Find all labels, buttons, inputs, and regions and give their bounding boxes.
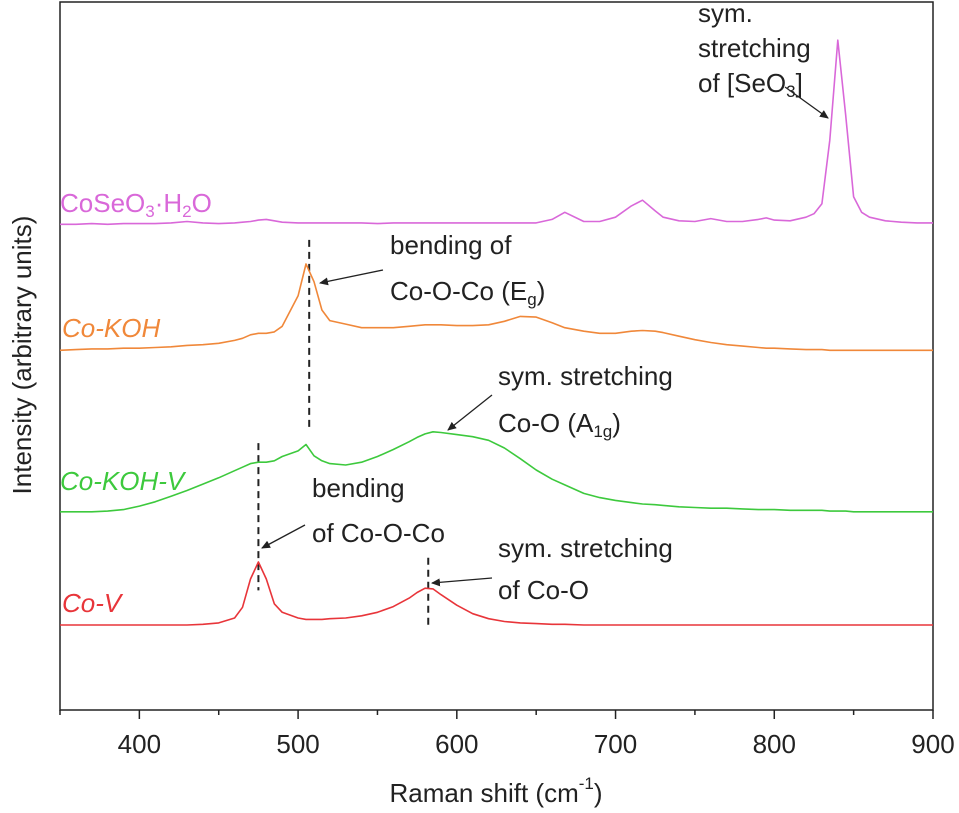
annotation-arrow [447,394,493,431]
text-part: ·H [155,188,182,218]
text-part: Co-KOH-V [60,466,187,496]
annotation-text: bending [312,473,405,503]
x-tick-label: 500 [276,729,319,759]
series-line [60,561,933,626]
annotation-text: sym. stretching [498,361,673,391]
text-part: 3 [145,202,154,221]
x-tick-label: 900 [911,729,954,759]
annotation-text: of [SeO3] [698,68,803,102]
text-part: sym. [698,0,753,28]
x-tick-label: 400 [118,729,161,759]
annotation-arrow [319,269,384,286]
text-part: stretching [698,33,811,63]
annotation-arrow [261,524,306,549]
annotation-text: sym. stretching [498,533,673,563]
text-part: Co-O (A [498,408,594,438]
text-part: bending of [390,230,512,260]
text-part: CoSeO [60,188,145,218]
series-line [60,39,933,226]
text-part: O [192,188,212,218]
annotation-text: Co-O-Co (Eg) [390,276,545,310]
x-tick-label: 700 [594,729,637,759]
annotation-text: Co-O (A1g) [498,408,621,442]
text-part: Co-KOH [62,313,160,343]
annotation-text: of Co-O-Co [312,518,445,548]
text-part: of [SeO [698,68,786,98]
annotation-text: of Co-O [498,575,589,605]
annotation-text: stretching [698,33,811,63]
text-part: 2 [182,202,191,221]
x-axis-label: Raman shift (cm-1) [389,774,602,807]
text-part: ] [796,68,803,98]
series-line [60,431,933,513]
text-part: ) [594,778,603,808]
x-tick-label: 800 [753,729,796,759]
text-part: 1g [593,422,612,441]
annotation-text: sym. [698,0,753,28]
series-label: Co-KOH-V [60,466,187,496]
text-part: g [527,290,536,309]
text-part: ) [612,408,621,438]
series-label: Co-KOH [62,313,160,343]
series-label: Co-V [62,588,124,618]
text-part: sym. stretching [498,361,673,391]
annotation-text: bending of [390,230,512,260]
text-part: of Co-O [498,575,589,605]
text-part: Co-V [62,588,124,618]
series-line [59,263,933,352]
plot-frame [59,1,934,711]
annotation-arrow [784,86,829,119]
text-part: ) [537,276,546,306]
y-axis-label: Intensity (arbitrary units) [7,216,37,495]
text-part: -1 [579,774,594,793]
annotation-arrow [431,577,493,587]
text-part: Co-O-Co (E [390,276,527,306]
x-tick-label: 600 [435,729,478,759]
series-label: CoSeO3·H2O [60,188,212,222]
text-part: bending [312,473,405,503]
text-part: sym. stretching [498,533,673,563]
text-part: of Co-O-Co [312,518,445,548]
text-part: Raman shift (cm [389,778,578,808]
